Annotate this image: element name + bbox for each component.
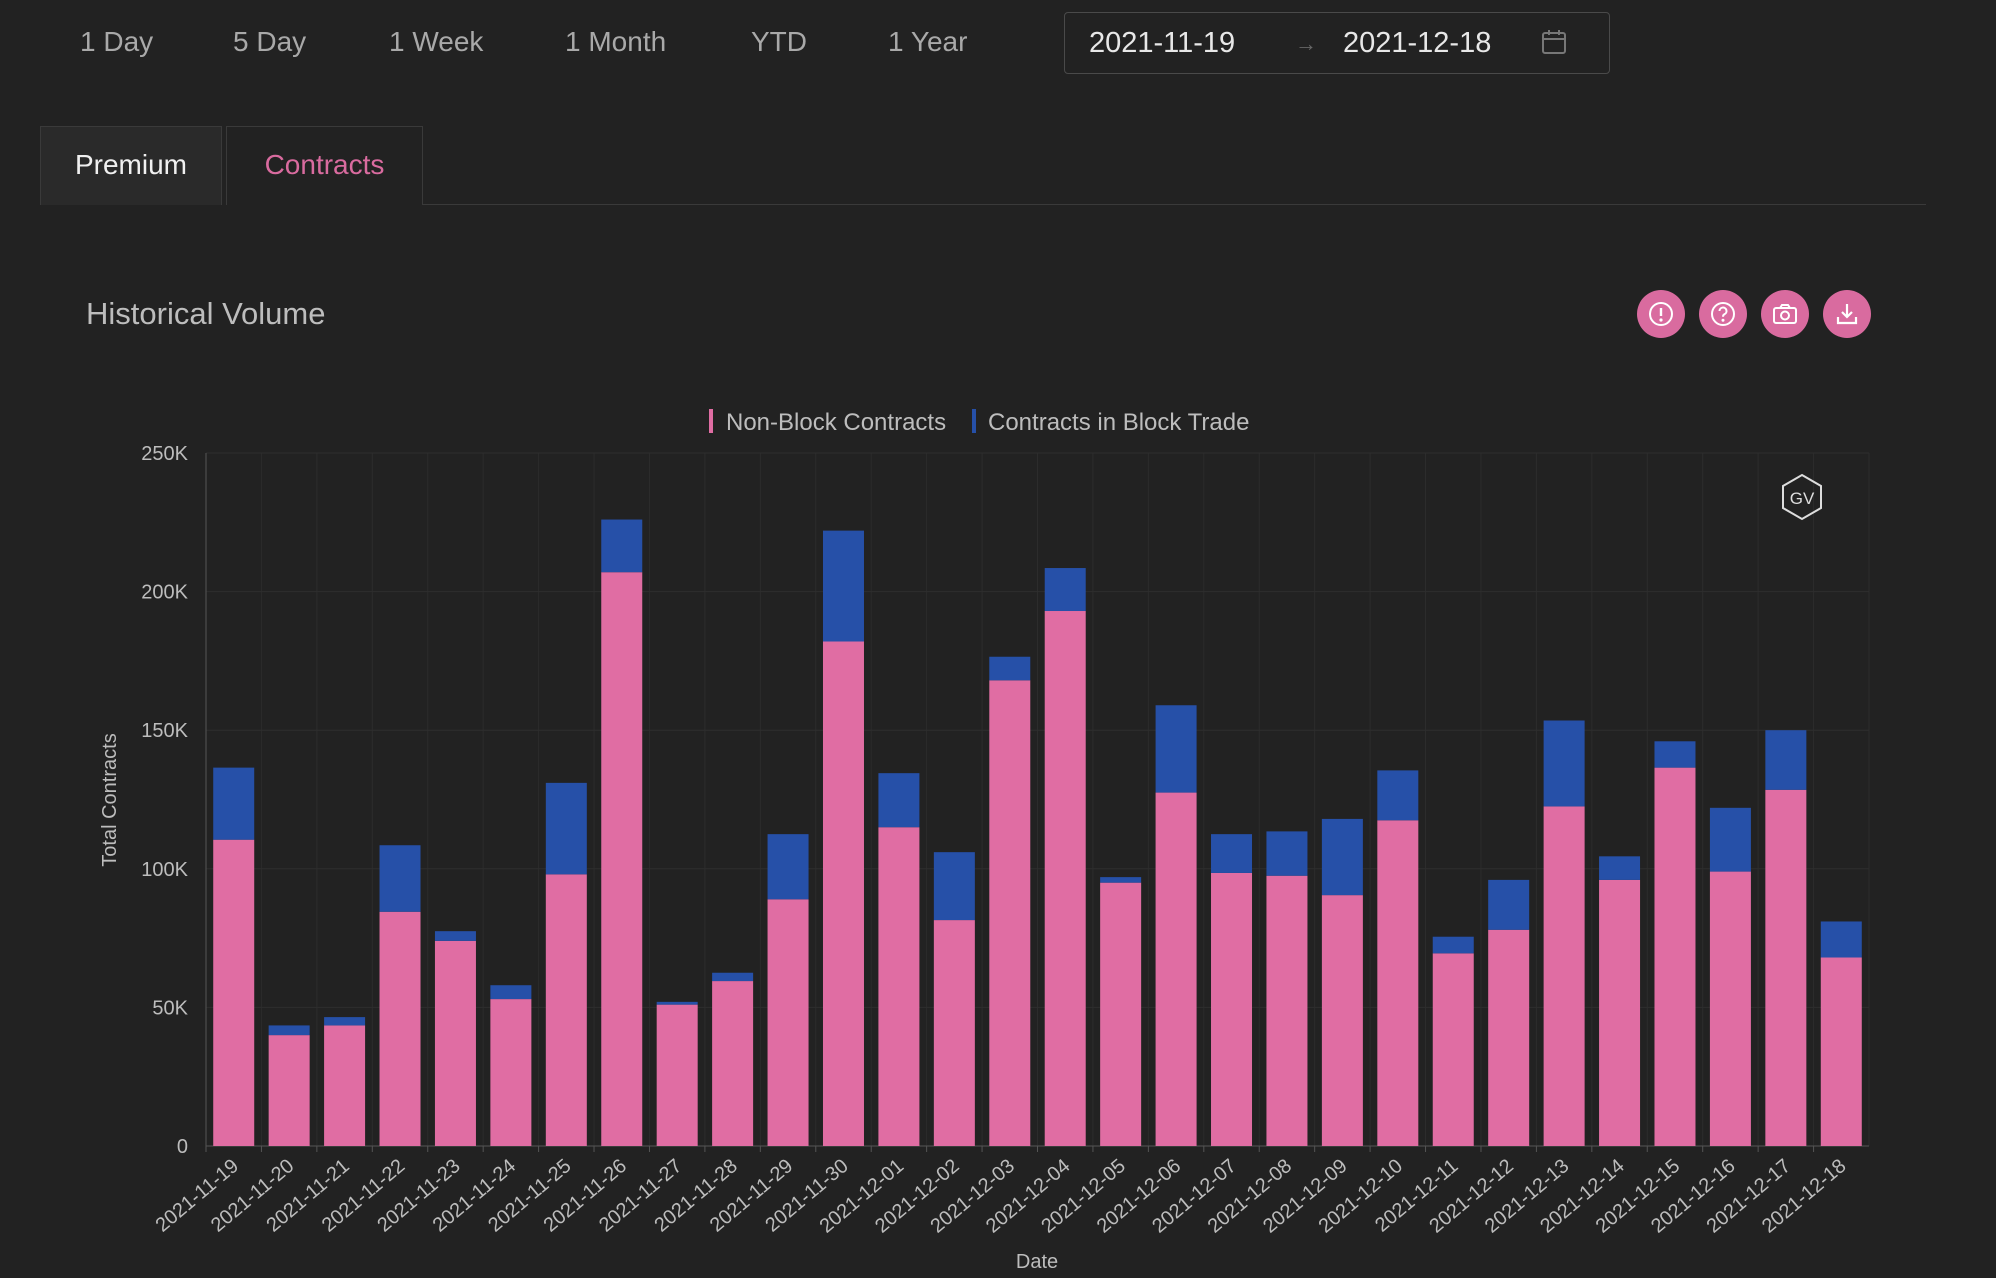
- bar-non-block[interactable]: [324, 1025, 366, 1146]
- tab-divider: [422, 204, 1926, 205]
- bar-block[interactable]: [989, 656, 1031, 681]
- bar-non-block[interactable]: [933, 920, 975, 1146]
- bar-non-block[interactable]: [989, 680, 1031, 1146]
- bar-block[interactable]: [268, 1025, 310, 1036]
- legend-swatch-non-block: [709, 409, 713, 433]
- bar-block[interactable]: [1432, 936, 1474, 954]
- bar-non-block[interactable]: [1044, 611, 1086, 1146]
- bar-non-block[interactable]: [822, 641, 864, 1146]
- y-tick-label: 200K: [141, 582, 188, 604]
- bar-non-block[interactable]: [1765, 789, 1807, 1146]
- bar-block[interactable]: [656, 1001, 698, 1005]
- x-axis-label: Date: [1016, 1251, 1058, 1273]
- bar-non-block[interactable]: [1709, 871, 1751, 1146]
- legend-label-block[interactable]: Contracts in Block Trade: [988, 409, 1249, 436]
- bar-non-block[interactable]: [1321, 895, 1363, 1146]
- info-icon: [1649, 302, 1673, 326]
- camera-icon: [1773, 304, 1797, 324]
- calendar-icon[interactable]: [1541, 29, 1567, 55]
- bar-block[interactable]: [1155, 705, 1197, 793]
- y-tick-label: 150K: [141, 720, 188, 742]
- download-icon: [1836, 304, 1858, 325]
- bar-block[interactable]: [601, 519, 643, 573]
- date-range-picker[interactable]: 2021-11-19 → 2021-12-18: [1064, 12, 1610, 74]
- help-icon: [1711, 302, 1735, 326]
- range-1-week-button[interactable]: 1 Week: [389, 26, 484, 57]
- bar-block[interactable]: [1599, 856, 1641, 880]
- bar-non-block[interactable]: [268, 1035, 310, 1146]
- bar-block[interactable]: [545, 782, 587, 875]
- bar-block[interactable]: [1321, 818, 1363, 896]
- range-1-month-button[interactable]: 1 Month: [565, 26, 667, 57]
- bar-non-block[interactable]: [1155, 792, 1197, 1146]
- bar-non-block[interactable]: [1654, 767, 1696, 1146]
- bar-non-block[interactable]: [1820, 957, 1862, 1146]
- bar-block[interactable]: [767, 834, 809, 900]
- info-button[interactable]: [1637, 290, 1685, 338]
- bar-block[interactable]: [1765, 730, 1807, 790]
- y-tick-label: 0: [177, 1136, 188, 1158]
- screenshot-button[interactable]: [1761, 290, 1809, 338]
- panel-title: Historical Volume: [86, 296, 326, 331]
- bar-block[interactable]: [1100, 877, 1142, 883]
- legend: Non-Block Contracts Contracts in Block T…: [709, 409, 1249, 436]
- bar-block[interactable]: [379, 845, 421, 912]
- bar-non-block[interactable]: [656, 1004, 698, 1146]
- range-1-day-button[interactable]: 1 Day: [80, 26, 154, 57]
- bar-block[interactable]: [1266, 831, 1308, 876]
- bar-block[interactable]: [712, 972, 754, 982]
- bar-non-block[interactable]: [767, 899, 809, 1146]
- y-tick-label: 100K: [141, 859, 188, 881]
- watermark-logo: GV: [1782, 473, 1822, 521]
- bar-block[interactable]: [1211, 834, 1253, 873]
- range-ytd-button[interactable]: YTD: [751, 26, 807, 57]
- range-5-day-button[interactable]: 5 Day: [233, 26, 307, 57]
- bar-block[interactable]: [1377, 770, 1419, 821]
- bar-block[interactable]: [1488, 879, 1530, 930]
- bar-non-block[interactable]: [434, 940, 476, 1146]
- bar-block[interactable]: [1543, 720, 1585, 807]
- y-axis-label: Total Contracts: [99, 733, 121, 866]
- legend-label-non-block[interactable]: Non-Block Contracts: [726, 409, 946, 436]
- bar-non-block[interactable]: [1266, 875, 1308, 1146]
- tab-contracts[interactable]: Contracts: [226, 126, 423, 205]
- bar-non-block[interactable]: [1211, 872, 1253, 1146]
- bar-block[interactable]: [490, 985, 532, 1000]
- bar-non-block[interactable]: [601, 572, 643, 1146]
- bar-non-block[interactable]: [1100, 882, 1142, 1146]
- bar-block[interactable]: [878, 773, 920, 828]
- bar-block[interactable]: [1654, 741, 1696, 768]
- bar-block[interactable]: [1820, 921, 1862, 958]
- bar-non-block[interactable]: [1599, 879, 1641, 1146]
- start-date-field[interactable]: 2021-11-19: [1089, 27, 1236, 59]
- bar-non-block[interactable]: [878, 827, 920, 1146]
- bar-non-block[interactable]: [1377, 820, 1419, 1146]
- download-button[interactable]: [1823, 290, 1871, 338]
- bar-non-block[interactable]: [1543, 806, 1585, 1146]
- bar-block[interactable]: [324, 1017, 366, 1026]
- bar-non-block[interactable]: [1488, 929, 1530, 1146]
- bar-block[interactable]: [1044, 568, 1086, 612]
- date-separator: →: [1295, 31, 1317, 56]
- bar-block[interactable]: [822, 530, 864, 642]
- end-date-field[interactable]: 2021-12-18: [1343, 27, 1492, 59]
- bar-non-block[interactable]: [1432, 953, 1474, 1146]
- bar-block[interactable]: [434, 931, 476, 941]
- y-tick-label: 250K: [141, 443, 188, 465]
- watermark-text: GV: [1790, 489, 1815, 508]
- bar-non-block[interactable]: [545, 874, 587, 1146]
- bar-block[interactable]: [1709, 807, 1751, 872]
- bar-block[interactable]: [213, 767, 255, 840]
- bar-non-block[interactable]: [213, 839, 255, 1146]
- legend-swatch-block: [972, 409, 976, 433]
- tab-premium[interactable]: Premium: [40, 126, 222, 205]
- bar-block[interactable]: [933, 852, 975, 921]
- y-tick-label: 50K: [152, 997, 188, 1019]
- bar-non-block[interactable]: [712, 981, 754, 1146]
- help-button[interactable]: [1699, 290, 1747, 338]
- range-1-year-button[interactable]: 1 Year: [888, 26, 968, 57]
- bar-non-block[interactable]: [379, 911, 421, 1146]
- bar-non-block[interactable]: [490, 999, 532, 1146]
